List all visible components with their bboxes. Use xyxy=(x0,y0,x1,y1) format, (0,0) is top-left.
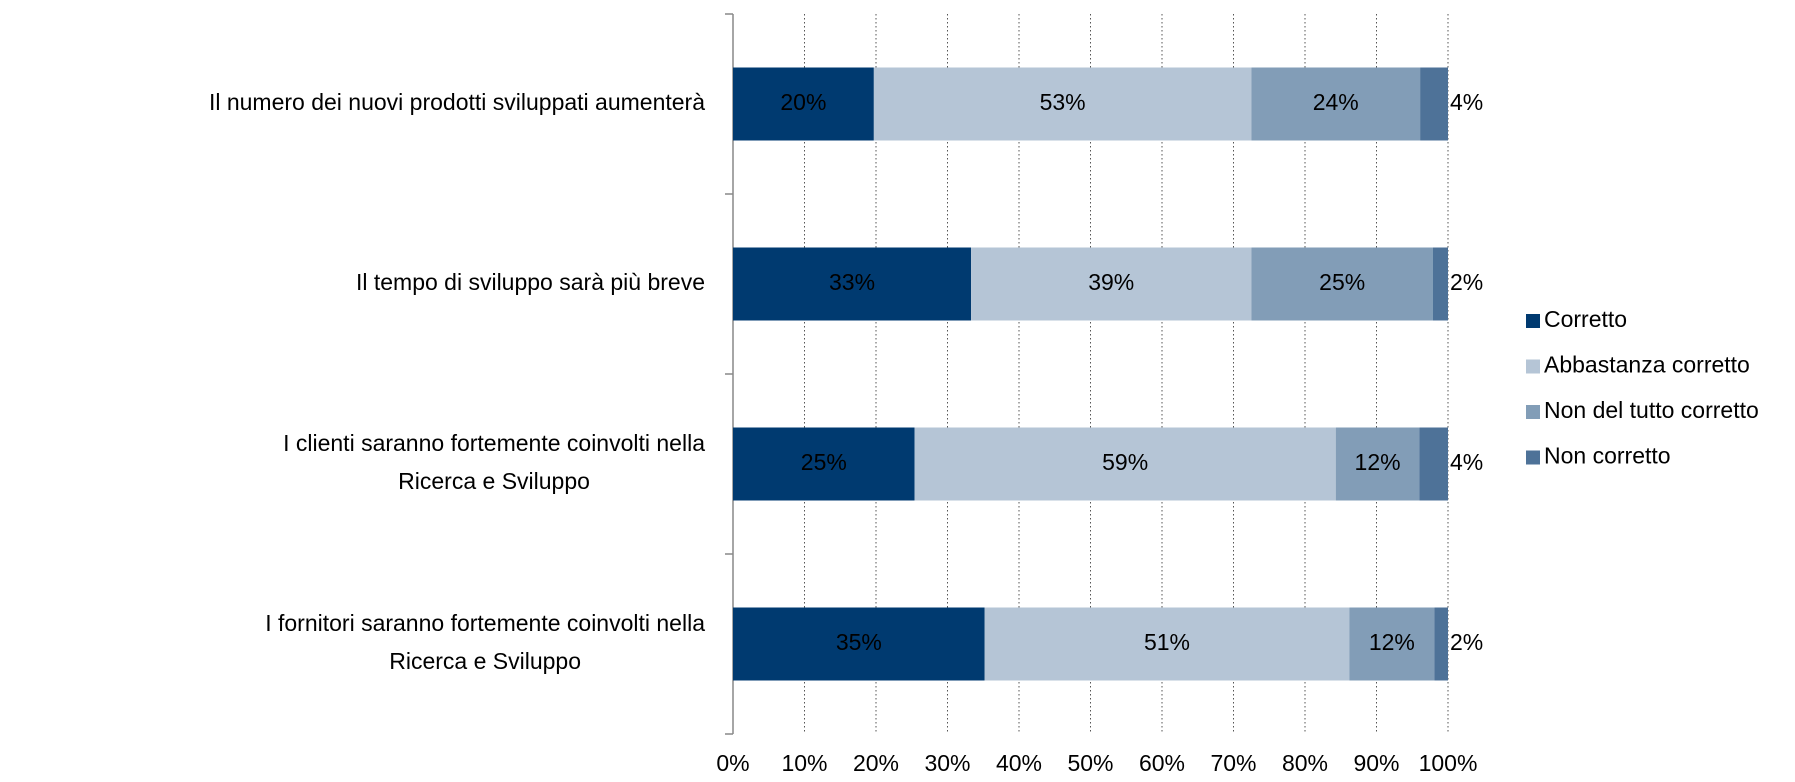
data-label: 12% xyxy=(1355,449,1401,475)
x-tick-label: 80% xyxy=(1282,750,1328,776)
bar-segment xyxy=(733,67,874,141)
legend-label: Non del tutto corretto xyxy=(1544,397,1759,423)
data-label: 53% xyxy=(1040,89,1086,115)
x-tick-label: 30% xyxy=(924,750,970,776)
x-tick-label: 20% xyxy=(853,750,899,776)
x-tick-label: 40% xyxy=(996,750,1042,776)
legend-swatch xyxy=(1526,314,1540,328)
data-label: 51% xyxy=(1144,629,1190,655)
data-label: 33% xyxy=(829,269,875,295)
category-label: Il numero dei nuovi prodotti sviluppati … xyxy=(209,89,705,115)
bar-segment xyxy=(984,607,1350,681)
x-tick-label: 90% xyxy=(1353,750,1399,776)
legend-swatch xyxy=(1526,450,1540,465)
data-label: 4% xyxy=(1450,89,1483,115)
legend-label: Non corretto xyxy=(1544,443,1671,469)
bar-segment xyxy=(1335,427,1420,501)
data-label: 39% xyxy=(1088,269,1134,295)
data-label: 2% xyxy=(1450,629,1483,655)
legend-swatch xyxy=(1526,359,1540,374)
bar-segment xyxy=(1251,247,1433,321)
category-label: I clienti saranno fortemente coinvolti n… xyxy=(283,430,705,494)
legend-label: Corretto xyxy=(1544,306,1627,332)
bar-segment xyxy=(1432,247,1448,321)
data-label: 12% xyxy=(1369,629,1415,655)
bar-segment xyxy=(1349,607,1435,681)
data-label: 2% xyxy=(1450,269,1483,295)
bar-segment xyxy=(733,247,972,321)
bar-segment xyxy=(914,427,1336,501)
data-label: 59% xyxy=(1102,449,1148,475)
legend-swatch xyxy=(1526,405,1540,419)
bar-segment xyxy=(1434,607,1448,681)
bar-segment xyxy=(1419,427,1448,501)
data-label: 20% xyxy=(780,89,826,115)
x-tick-label: 60% xyxy=(1139,750,1185,776)
x-tick-label: 10% xyxy=(781,750,827,776)
x-tick-label: 50% xyxy=(1067,750,1113,776)
bar-segment xyxy=(1420,67,1448,141)
data-label: 35% xyxy=(836,629,882,655)
x-tick-label: 0% xyxy=(716,750,749,776)
bar-segment xyxy=(733,607,985,681)
x-tick-label: 100% xyxy=(1419,750,1478,776)
data-label: 25% xyxy=(801,449,847,475)
category-label: I fornitori saranno fortemente coinvolti… xyxy=(265,610,705,674)
bar-segment xyxy=(733,427,915,501)
data-label: 24% xyxy=(1313,89,1359,115)
category-label: Il tempo di sviluppo sarà più breve xyxy=(356,269,705,295)
data-label: 25% xyxy=(1319,269,1365,295)
legend-label: Abbastanza corretto xyxy=(1544,352,1750,378)
bar-segment xyxy=(971,247,1252,321)
bar-segment xyxy=(873,67,1252,141)
bar-segment xyxy=(1251,67,1421,141)
data-label: 4% xyxy=(1450,449,1483,475)
x-tick-label: 70% xyxy=(1210,750,1256,776)
